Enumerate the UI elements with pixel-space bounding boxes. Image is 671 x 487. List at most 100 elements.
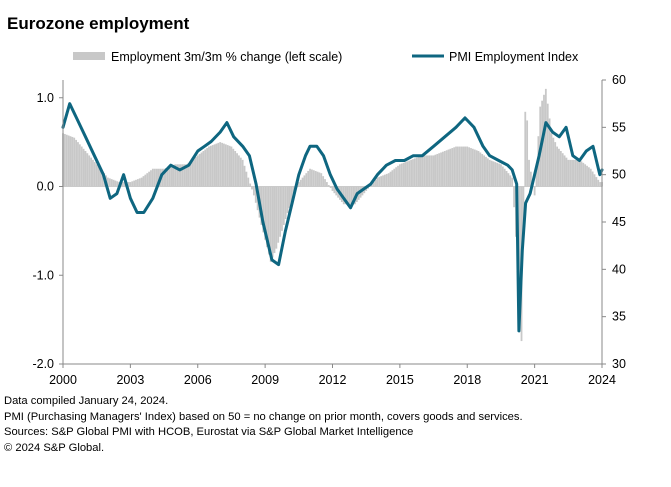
bar — [196, 155, 199, 187]
bar — [269, 186, 272, 262]
bar — [436, 153, 439, 187]
bar — [166, 167, 169, 187]
bar — [232, 148, 235, 187]
bar — [297, 182, 300, 187]
bar — [215, 143, 218, 187]
bar — [290, 186, 293, 203]
bar — [320, 173, 323, 187]
bar — [273, 186, 276, 254]
bar — [466, 146, 469, 187]
bar — [322, 176, 325, 187]
bar — [183, 164, 186, 187]
bar — [464, 146, 467, 187]
bar — [486, 158, 489, 187]
bar — [95, 164, 98, 187]
bar — [462, 146, 465, 187]
bar — [228, 145, 231, 187]
bar — [224, 144, 227, 187]
bar — [417, 156, 420, 187]
bar — [559, 151, 562, 187]
bar — [505, 170, 508, 187]
bar — [569, 159, 572, 187]
bar — [198, 153, 201, 187]
bar — [490, 160, 493, 187]
bar — [348, 186, 351, 205]
bar — [150, 170, 152, 187]
bar — [406, 161, 409, 187]
bar — [425, 155, 427, 187]
bar — [148, 171, 150, 187]
bar — [587, 167, 590, 187]
bar — [129, 182, 132, 187]
bar — [286, 186, 289, 214]
bar — [133, 180, 136, 187]
bar — [93, 162, 96, 187]
bar — [180, 164, 182, 187]
bar — [350, 186, 353, 205]
bar — [69, 136, 72, 187]
bar — [391, 170, 394, 187]
bar — [312, 170, 315, 187]
bar — [384, 174, 386, 187]
bar — [247, 177, 250, 187]
bar — [567, 159, 570, 187]
bar — [488, 159, 491, 187]
x-tick-label: 2018 — [453, 373, 481, 387]
bar — [415, 157, 418, 187]
bar — [281, 186, 283, 231]
bar — [344, 186, 347, 205]
bar — [131, 181, 134, 187]
bar — [221, 142, 223, 187]
bar — [140, 177, 143, 187]
footnotes: Data compiled January 24, 2024. PMI (Pur… — [4, 394, 523, 456]
bar — [432, 155, 435, 187]
bar — [591, 171, 594, 187]
bar — [271, 186, 274, 258]
bar — [398, 164, 401, 187]
bar — [121, 182, 124, 187]
bar — [460, 146, 463, 187]
bar — [544, 88, 547, 187]
bar — [178, 164, 180, 187]
bar — [458, 146, 461, 187]
bar — [110, 179, 113, 187]
bar — [209, 145, 212, 187]
bar — [86, 153, 89, 187]
bar — [376, 177, 379, 187]
bar — [481, 153, 484, 187]
bar — [522, 186, 525, 227]
bar — [185, 164, 188, 187]
bar — [123, 182, 126, 187]
bar — [138, 178, 141, 187]
bar — [543, 94, 545, 187]
bar — [112, 179, 115, 187]
bar — [374, 179, 377, 187]
bar — [267, 186, 270, 255]
bar — [397, 165, 399, 187]
bar — [67, 135, 70, 187]
bar — [419, 156, 422, 187]
bar — [116, 181, 119, 187]
bar — [252, 186, 255, 196]
bar — [333, 186, 336, 194]
bar — [556, 146, 558, 187]
bar — [101, 170, 104, 187]
bar — [254, 186, 257, 203]
chart: Employment 3m/3m % change (left scale) P… — [32, 50, 626, 387]
bar — [63, 133, 66, 187]
bar — [533, 186, 536, 196]
left-tick-label: -1.0 — [32, 268, 54, 282]
bar — [71, 136, 74, 187]
bar — [170, 165, 173, 187]
bar — [473, 149, 476, 187]
right-tick-label: 40 — [612, 262, 626, 276]
bar — [586, 165, 588, 187]
bar — [275, 186, 278, 249]
bar — [430, 155, 433, 187]
footnote-pmi-definition: PMI (Purchasing Managers' Index) based o… — [4, 410, 523, 423]
bar — [80, 146, 83, 187]
bar — [82, 148, 85, 187]
bar — [146, 173, 149, 187]
bar — [157, 168, 160, 187]
bar — [584, 164, 587, 187]
